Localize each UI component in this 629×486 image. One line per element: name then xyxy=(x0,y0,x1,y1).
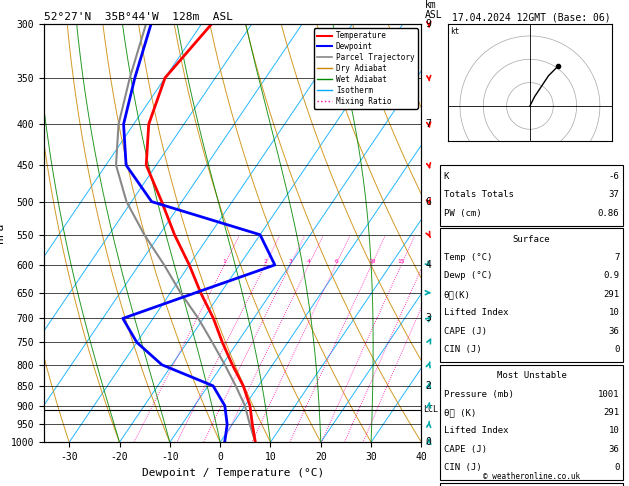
Bar xyxy=(440,228,623,362)
Text: 10: 10 xyxy=(368,260,376,264)
Text: 0: 0 xyxy=(614,464,619,472)
Text: Pressure (mb): Pressure (mb) xyxy=(444,390,514,399)
Text: 1001: 1001 xyxy=(598,390,619,399)
Text: K: K xyxy=(444,172,449,181)
Text: Lifted Index: Lifted Index xyxy=(444,309,508,317)
Text: CAPE (J): CAPE (J) xyxy=(444,445,487,454)
Text: θᴄ(K): θᴄ(K) xyxy=(444,290,470,299)
Text: 15: 15 xyxy=(398,260,405,264)
Text: 10: 10 xyxy=(608,309,619,317)
Text: CIN (J): CIN (J) xyxy=(444,464,481,472)
Y-axis label: hPa: hPa xyxy=(0,223,5,243)
Text: 4: 4 xyxy=(425,260,431,270)
Text: 7: 7 xyxy=(425,119,431,129)
Text: 0: 0 xyxy=(614,346,619,354)
Text: 9: 9 xyxy=(425,19,431,29)
Text: Surface: Surface xyxy=(513,235,550,243)
Text: 291: 291 xyxy=(603,408,619,417)
Text: © weatheronline.co.uk: © weatheronline.co.uk xyxy=(483,472,580,481)
Text: CIN (J): CIN (J) xyxy=(444,346,481,354)
Text: Most Unstable: Most Unstable xyxy=(496,371,567,380)
Text: 36: 36 xyxy=(608,327,619,336)
Text: 7: 7 xyxy=(614,253,619,262)
Text: 0.9: 0.9 xyxy=(603,272,619,280)
Text: 3: 3 xyxy=(425,313,431,324)
Text: CAPE (J): CAPE (J) xyxy=(444,327,487,336)
Text: 10: 10 xyxy=(608,427,619,435)
Text: 2: 2 xyxy=(264,260,267,264)
Bar xyxy=(440,483,623,486)
Text: 291: 291 xyxy=(603,290,619,299)
Text: Lifted Index: Lifted Index xyxy=(444,427,508,435)
Text: 37: 37 xyxy=(608,191,619,199)
Text: 6: 6 xyxy=(334,260,338,264)
Text: θᴄ (K): θᴄ (K) xyxy=(444,408,476,417)
Text: Totals Totals: Totals Totals xyxy=(444,191,514,199)
Text: 1: 1 xyxy=(223,260,226,264)
Text: 4: 4 xyxy=(307,260,311,264)
X-axis label: Dewpoint / Temperature (°C): Dewpoint / Temperature (°C) xyxy=(142,468,324,478)
Legend: Temperature, Dewpoint, Parcel Trajectory, Dry Adiabat, Wet Adiabat, Isotherm, Mi: Temperature, Dewpoint, Parcel Trajectory… xyxy=(314,28,418,109)
Text: 3: 3 xyxy=(289,260,292,264)
Text: 36: 36 xyxy=(608,445,619,454)
Text: 0: 0 xyxy=(425,437,431,447)
Text: LCL: LCL xyxy=(423,405,438,414)
Text: km
ASL: km ASL xyxy=(425,0,443,20)
Text: Dewp (°C): Dewp (°C) xyxy=(444,272,492,280)
Text: PW (cm): PW (cm) xyxy=(444,209,481,218)
Text: 52°27'N  35B°44'W  128m  ASL: 52°27'N 35B°44'W 128m ASL xyxy=(44,12,233,22)
Text: kt: kt xyxy=(450,27,460,35)
Text: 17.04.2024 12GMT (Base: 06): 17.04.2024 12GMT (Base: 06) xyxy=(452,12,611,22)
Text: Temp (°C): Temp (°C) xyxy=(444,253,492,262)
Bar xyxy=(440,165,623,226)
Bar xyxy=(440,364,623,480)
Text: 2: 2 xyxy=(425,381,431,391)
Text: 6: 6 xyxy=(425,197,431,207)
Text: -6: -6 xyxy=(608,172,619,181)
Text: 0.86: 0.86 xyxy=(598,209,619,218)
